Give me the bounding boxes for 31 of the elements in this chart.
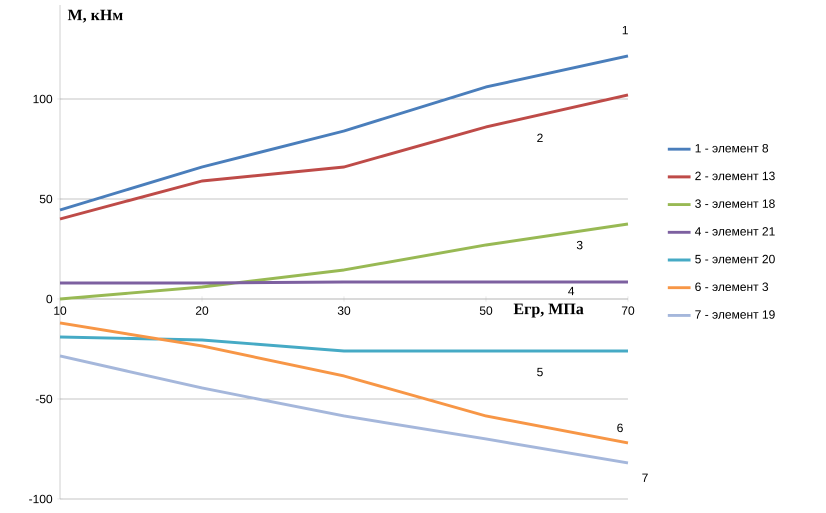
legend-label: 2 - элемент 13: [695, 172, 775, 180]
y-tick-label: -50: [36, 394, 52, 404]
annotation: 4: [568, 286, 574, 296]
legend-label: 5 - элемент 20: [695, 254, 775, 264]
annotation: 1: [622, 26, 628, 34]
annotation: 6: [617, 424, 623, 432]
legend-label: 3 - элемент 18: [695, 199, 775, 208]
x-tick-label: 50: [480, 306, 492, 315]
line-series: [58, 354, 630, 464]
y-tick-label: 100: [34, 94, 52, 104]
annotation: 3: [576, 240, 583, 250]
text: 7: [642, 474, 648, 482]
legend-label: 7 - элемент 19: [695, 310, 775, 319]
line-series: [58, 54, 630, 212]
legend-label: 1 - элемент 8: [696, 144, 768, 152]
line-series: [58, 94, 630, 220]
annotation: 5: [537, 368, 543, 376]
y-axis-title: М, кНм: [68, 10, 123, 23]
y-tick-label: 0: [46, 294, 52, 304]
y-tick-label: -100: [29, 494, 52, 504]
x-tick-label: 30: [338, 306, 350, 315]
x-tick-label: 70: [622, 306, 634, 315]
legend-label: 6 - элемент 3: [695, 282, 768, 292]
legend-label: 4 - элемент 21: [694, 227, 775, 236]
line-series: [58, 322, 630, 444]
x-tick-label: 20: [196, 306, 208, 315]
annotation: 2: [537, 134, 543, 142]
line-series: [58, 222, 630, 300]
x-axis-title: Егр, МПа: [514, 304, 584, 318]
y-tick-label: 50: [40, 194, 52, 204]
x-tick-label: 10: [54, 306, 66, 315]
